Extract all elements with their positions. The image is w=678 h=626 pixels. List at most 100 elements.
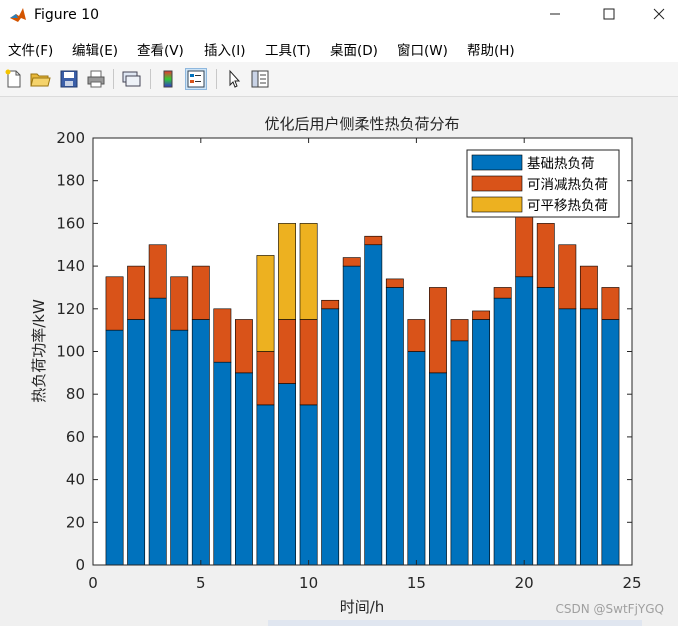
menu-window[interactable]: 窗口(W) xyxy=(397,43,448,59)
menu-insert[interactable]: 插入(I) xyxy=(204,43,246,59)
menu-desktop[interactable]: 桌面(D) xyxy=(330,43,378,59)
y-tick-label: 200 xyxy=(56,129,85,147)
bar-segment xyxy=(127,265,146,320)
open-button[interactable] xyxy=(29,68,51,90)
bar-segment xyxy=(536,287,555,566)
bar-segment xyxy=(342,257,361,267)
x-tick-label: 20 xyxy=(515,574,534,592)
bar-segment xyxy=(191,319,210,566)
colorbar-icon xyxy=(163,70,173,88)
figure-canvas: 0 20 40 60 80 100 120 140 160 180 200 0 5 10 15 20 25 优化… xyxy=(0,97,678,626)
bar-segment xyxy=(299,319,318,406)
bar-segment xyxy=(385,287,404,566)
bar-segment xyxy=(256,404,275,566)
bar-segment xyxy=(579,265,598,310)
bar-segment xyxy=(407,319,426,352)
print-button[interactable] xyxy=(85,68,107,90)
bar-segment xyxy=(342,265,361,566)
new-file-button[interactable] xyxy=(3,68,25,90)
bar-segment xyxy=(191,265,210,320)
bar-segment xyxy=(213,361,232,566)
y-tick-label: 100 xyxy=(56,343,85,361)
maximize-button[interactable] xyxy=(586,0,632,32)
colorbar-button[interactable] xyxy=(157,68,179,90)
save-icon xyxy=(60,70,78,88)
pointer-icon xyxy=(229,69,241,88)
toolbar xyxy=(0,62,678,97)
legend-icon xyxy=(187,70,205,88)
open-folder-icon xyxy=(30,73,51,87)
bar-segment xyxy=(450,340,469,566)
bar-chart[interactable]: 0 20 40 60 80 100 120 140 160 180 200 0 5 10 15 20 25 优化… xyxy=(0,97,678,626)
menu-help[interactable]: 帮助(H) xyxy=(467,43,515,59)
bar-segment xyxy=(278,223,296,320)
legend-swatch xyxy=(471,154,523,171)
bar-segment xyxy=(515,276,534,566)
bar-segment xyxy=(148,297,167,566)
bar-segment xyxy=(472,319,491,566)
minimize-button[interactable] xyxy=(532,0,578,32)
y-tick-label: 120 xyxy=(56,300,85,318)
legend-label: 可平移热负荷 xyxy=(527,198,608,214)
bar-segment xyxy=(213,308,232,363)
window-titlebar: Figure 10 xyxy=(0,0,678,32)
bar-segment xyxy=(429,372,447,566)
bar-segment xyxy=(536,223,555,288)
x-axis-label: 时间/h xyxy=(340,598,385,616)
maximize-icon xyxy=(603,8,615,20)
pointer-button[interactable] xyxy=(223,68,245,90)
bar-segment xyxy=(278,383,296,566)
y-tick-label: 80 xyxy=(66,385,85,403)
bar-segment xyxy=(429,287,447,374)
bar-segment xyxy=(407,351,426,566)
bar-segment xyxy=(601,287,620,320)
window-title: Figure 10 xyxy=(34,7,100,23)
legend-button[interactable] xyxy=(185,68,207,90)
menu-view[interactable]: 查看(V) xyxy=(137,43,184,59)
bar-segment xyxy=(170,329,189,566)
bar-segment xyxy=(364,244,383,566)
x-tick-label: 5 xyxy=(196,574,206,592)
y-tick-label: 60 xyxy=(66,428,85,446)
bottom-scroll-strip xyxy=(268,620,642,626)
bar-segment xyxy=(105,329,124,566)
print-icon xyxy=(87,70,105,88)
y-tick-label: 0 xyxy=(75,556,85,574)
y-axis-label: 热负荷功率/kW xyxy=(30,299,48,403)
menu-edit[interactable]: 编辑(E) xyxy=(72,43,119,59)
bar-segment xyxy=(170,276,189,331)
menu-file[interactable]: 文件(F) xyxy=(8,43,54,59)
save-button[interactable] xyxy=(58,68,80,90)
new-file-icon xyxy=(5,69,21,88)
link-plot-icon xyxy=(122,71,141,87)
bar-segment xyxy=(127,319,146,566)
bar-segment xyxy=(321,299,340,310)
watermark: CSDN @SwtFjYGQ xyxy=(555,602,664,616)
legend-label: 可消减热负荷 xyxy=(527,177,608,193)
minimize-icon xyxy=(550,13,560,15)
bar-segment xyxy=(472,310,491,320)
property-editor-icon xyxy=(251,70,269,88)
matlab-logo-icon xyxy=(9,6,27,24)
legend-swatch xyxy=(471,175,523,192)
bar-segment xyxy=(493,297,512,566)
legend-swatch xyxy=(471,196,523,213)
axis-ticks: 0 20 40 60 80 100 120 140 160 180 200 0 5 10 15 20 25 xyxy=(56,129,641,592)
bar-segment xyxy=(515,212,534,278)
link-plot-button[interactable] xyxy=(120,68,142,90)
menu-tools[interactable]: 工具(T) xyxy=(265,43,311,59)
bar-segment xyxy=(558,244,577,310)
y-tick-label: 160 xyxy=(56,214,85,232)
bar-segment xyxy=(493,287,512,299)
bar-segment xyxy=(385,278,404,288)
bar-segment xyxy=(450,319,469,342)
y-tick-label: 40 xyxy=(66,471,85,489)
x-tick-label: 10 xyxy=(299,574,318,592)
property-editor-button[interactable] xyxy=(249,68,271,90)
toolbar-separator xyxy=(150,69,151,89)
bar-segment xyxy=(321,308,340,566)
x-tick-label: 0 xyxy=(88,574,98,592)
close-button[interactable] xyxy=(640,0,678,32)
bar-group xyxy=(105,212,620,566)
